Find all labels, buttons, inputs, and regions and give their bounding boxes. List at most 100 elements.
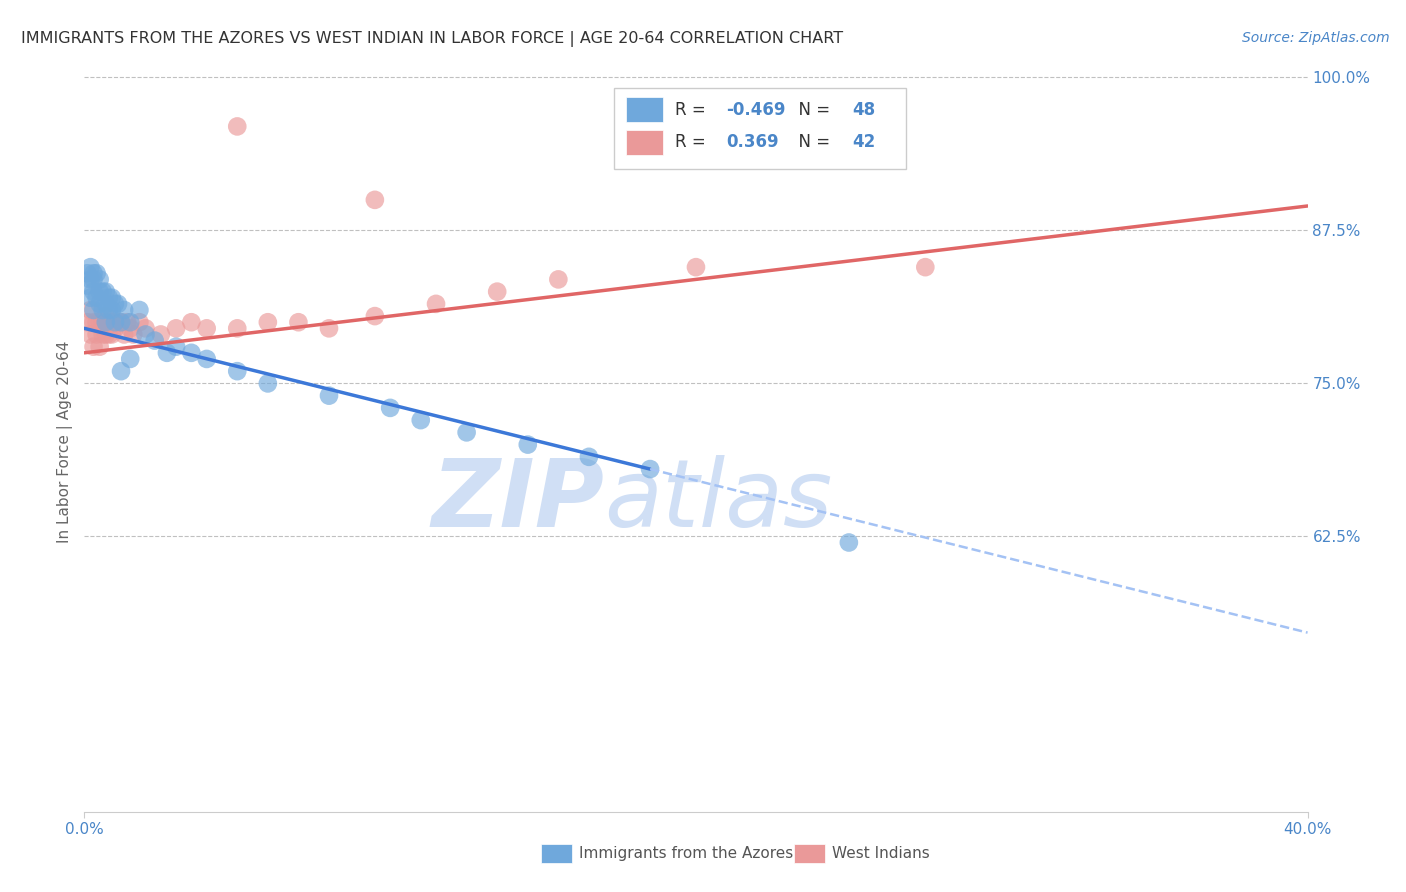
Point (257, 376, 280, 391)
Point (115, 315, 138, 329)
Point (180, 315, 202, 329)
Point (89, 340, 111, 354)
Point (89, 285, 111, 299)
Point (914, 260, 936, 275)
Point (149, 327, 172, 342)
FancyBboxPatch shape (626, 97, 664, 122)
FancyBboxPatch shape (614, 88, 907, 169)
Point (195, 351, 218, 366)
Point (83, 285, 105, 299)
Point (97, 327, 120, 342)
Point (91, 303, 114, 318)
Point (101, 303, 124, 318)
Point (104, 315, 127, 329)
Point (120, 321, 142, 335)
Point (318, 321, 340, 335)
Point (97, 303, 120, 318)
Point (685, 260, 707, 275)
Point (135, 327, 157, 342)
Point (287, 315, 309, 329)
Point (76, 315, 98, 329)
Point (104, 297, 127, 311)
Point (83, 272, 105, 286)
Point (94, 327, 117, 342)
FancyBboxPatch shape (626, 130, 664, 155)
Text: -0.469: -0.469 (727, 101, 786, 119)
Text: N =: N = (787, 134, 835, 152)
Point (128, 303, 150, 318)
Point (79, 272, 101, 286)
Point (107, 315, 129, 329)
Point (110, 315, 132, 329)
Text: 42: 42 (852, 134, 876, 152)
Point (380, 401, 402, 415)
Y-axis label: In Labor Force | Age 20-64: In Labor Force | Age 20-64 (58, 341, 73, 542)
Point (86, 291, 108, 305)
Point (104, 321, 127, 335)
Point (226, 364, 249, 378)
Point (165, 340, 187, 354)
Point (120, 315, 142, 329)
Point (83, 303, 105, 318)
Point (257, 315, 280, 329)
Text: Immigrants from the Azores: Immigrants from the Azores (579, 847, 793, 861)
Point (101, 315, 124, 329)
Point (578, 450, 600, 464)
Text: 0.369: 0.369 (727, 134, 779, 152)
Point (364, 309, 387, 323)
Point (89, 315, 111, 329)
Point (318, 389, 340, 403)
Point (226, 120, 249, 134)
Point (110, 315, 132, 329)
Point (101, 327, 124, 342)
Point (165, 321, 187, 335)
Point (180, 346, 202, 360)
Point (83, 340, 105, 354)
Point (86, 315, 108, 329)
Point (89, 272, 111, 286)
Point (83, 266, 105, 280)
Text: R =: R = (675, 101, 711, 119)
Point (79, 303, 101, 318)
Point (94, 309, 117, 323)
Point (94, 315, 117, 329)
Text: atlas: atlas (605, 455, 832, 546)
Point (79, 291, 101, 305)
Point (120, 351, 142, 366)
Point (364, 193, 387, 207)
Text: IMMIGRANTS FROM THE AZORES VS WEST INDIAN IN LABOR FORCE | AGE 20-64 CORRELATION: IMMIGRANTS FROM THE AZORES VS WEST INDIA… (21, 31, 844, 47)
Point (76, 278, 98, 293)
Text: West Indians: West Indians (832, 847, 931, 861)
Point (456, 425, 478, 440)
Point (409, 413, 432, 427)
Point (94, 285, 117, 299)
Point (486, 285, 509, 299)
Point (97, 291, 120, 305)
Text: Source: ZipAtlas.com: Source: ZipAtlas.com (1241, 31, 1389, 45)
Text: 48: 48 (852, 101, 876, 119)
Text: N =: N = (787, 101, 835, 119)
Point (91, 327, 114, 342)
Point (547, 272, 569, 286)
Point (101, 291, 124, 305)
Point (156, 346, 179, 360)
Point (112, 327, 135, 342)
Point (76, 266, 98, 280)
Text: ZIP: ZIP (432, 455, 605, 547)
Point (91, 315, 114, 329)
Point (94, 297, 117, 311)
Point (226, 321, 249, 335)
Point (128, 315, 150, 329)
Point (107, 297, 129, 311)
Point (89, 297, 111, 311)
Point (91, 285, 114, 299)
Point (195, 321, 218, 335)
Point (79, 260, 101, 275)
Point (638, 462, 661, 476)
Point (112, 303, 135, 318)
Point (110, 364, 132, 378)
Text: R =: R = (675, 134, 711, 152)
Point (122, 327, 145, 342)
Point (516, 437, 538, 451)
Point (97, 315, 120, 329)
